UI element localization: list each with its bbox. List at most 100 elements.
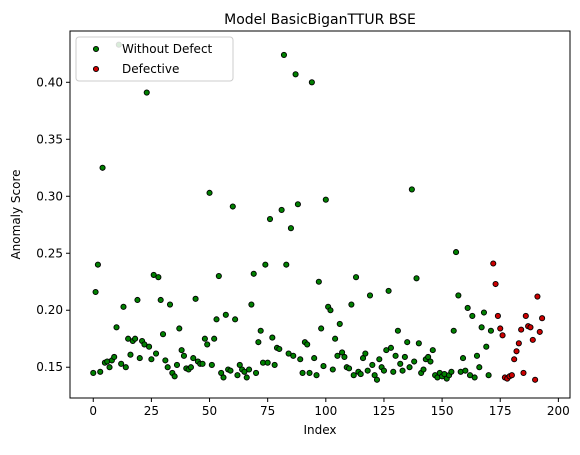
point-without-defect bbox=[159, 331, 167, 338]
point-without-defect bbox=[220, 374, 227, 381]
point-without-defect bbox=[413, 275, 420, 282]
point-without-defect bbox=[90, 369, 97, 376]
point-without-defect bbox=[387, 344, 394, 351]
chart-title: Model BasicBiganTTUR BSE bbox=[224, 12, 416, 28]
point-without-defect bbox=[487, 327, 494, 334]
point-without-defect bbox=[392, 352, 399, 359]
point-without-defect bbox=[271, 361, 278, 368]
point-without-defect bbox=[348, 301, 355, 308]
point-without-defect bbox=[234, 372, 241, 379]
x-tick-label: 75 bbox=[260, 404, 275, 418]
point-without-defect bbox=[364, 367, 371, 374]
point-without-defect bbox=[327, 307, 334, 314]
legend-marker bbox=[92, 45, 100, 53]
point-without-defect bbox=[150, 271, 157, 278]
point-without-defect bbox=[162, 357, 169, 364]
point-without-defect bbox=[313, 372, 320, 379]
point-without-defect bbox=[111, 353, 118, 361]
point-defective bbox=[515, 340, 522, 347]
point-without-defect bbox=[106, 364, 113, 371]
point-without-defect bbox=[385, 287, 392, 294]
point-defective bbox=[513, 348, 520, 355]
point-without-defect bbox=[362, 350, 369, 357]
point-defective bbox=[529, 336, 536, 343]
point-without-defect bbox=[299, 369, 306, 376]
point-without-defect bbox=[152, 350, 160, 357]
point-without-defect bbox=[283, 261, 290, 268]
point-without-defect bbox=[469, 312, 476, 319]
point-defective bbox=[534, 293, 541, 300]
point-without-defect bbox=[318, 325, 325, 332]
point-without-defect bbox=[146, 343, 153, 350]
point-defective bbox=[518, 326, 525, 333]
point-without-defect bbox=[143, 89, 150, 96]
point-without-defect bbox=[376, 356, 383, 363]
point-without-defect bbox=[485, 372, 492, 379]
point-without-defect bbox=[120, 303, 127, 310]
point-without-defect bbox=[336, 320, 343, 327]
point-without-defect bbox=[262, 261, 269, 268]
point-without-defect bbox=[211, 335, 218, 342]
point-without-defect bbox=[278, 206, 285, 213]
x-tick-label: 200 bbox=[547, 404, 570, 418]
x-tick-label: 50 bbox=[202, 404, 217, 418]
point-without-defect bbox=[125, 335, 132, 342]
point-without-defect bbox=[243, 374, 250, 381]
point-without-defect bbox=[448, 368, 455, 375]
point-without-defect bbox=[473, 352, 481, 359]
point-without-defect bbox=[369, 361, 376, 368]
point-defective bbox=[497, 325, 504, 332]
point-without-defect bbox=[466, 372, 474, 379]
point-without-defect bbox=[241, 368, 248, 375]
point-without-defect bbox=[187, 364, 194, 371]
point-without-defect bbox=[350, 372, 357, 379]
point-without-defect bbox=[136, 355, 143, 362]
point-without-defect bbox=[208, 361, 215, 368]
point-without-defect bbox=[287, 225, 294, 232]
point-without-defect bbox=[157, 296, 164, 304]
point-without-defect bbox=[315, 278, 322, 285]
point-without-defect bbox=[320, 363, 327, 370]
y-tick-label: 0.15 bbox=[36, 360, 63, 374]
y-axis-label: Anomaly Score bbox=[9, 169, 23, 259]
point-defective bbox=[499, 332, 506, 339]
point-without-defect bbox=[357, 371, 364, 378]
legend-label: Defective bbox=[122, 62, 179, 76]
point-without-defect bbox=[190, 355, 197, 362]
point-without-defect bbox=[404, 339, 411, 346]
point-without-defect bbox=[232, 316, 239, 323]
y-axis: 0.15 0.20 0.25 0.30 0.35 0.40 bbox=[36, 75, 70, 374]
point-without-defect bbox=[215, 272, 222, 280]
point-without-defect bbox=[171, 373, 178, 380]
point-without-defect bbox=[285, 350, 292, 357]
point-without-defect bbox=[373, 376, 381, 383]
point-without-defect bbox=[471, 374, 478, 381]
legend-label: Without Defect bbox=[122, 42, 213, 56]
point-without-defect bbox=[464, 304, 471, 312]
point-without-defect bbox=[192, 295, 199, 302]
point-without-defect bbox=[252, 369, 260, 376]
x-tick-label: 100 bbox=[314, 404, 337, 418]
y-tick-label: 0.35 bbox=[36, 132, 63, 146]
y-tick-label: 0.25 bbox=[36, 246, 63, 260]
point-without-defect bbox=[352, 274, 360, 281]
point-without-defect bbox=[257, 327, 264, 334]
point-defective bbox=[492, 280, 499, 288]
point-defective bbox=[532, 376, 539, 383]
point-without-defect bbox=[294, 201, 301, 208]
point-without-defect bbox=[480, 309, 488, 316]
point-defective bbox=[527, 324, 534, 331]
point-defective bbox=[508, 372, 515, 379]
point-without-defect bbox=[266, 216, 274, 223]
point-without-defect bbox=[97, 368, 104, 375]
x-tick-label: 150 bbox=[431, 404, 454, 418]
point-without-defect bbox=[478, 324, 485, 331]
point-without-defect bbox=[99, 164, 106, 171]
x-tick-label: 25 bbox=[144, 404, 159, 418]
point-without-defect bbox=[308, 79, 315, 86]
x-tick-label: 125 bbox=[373, 404, 396, 418]
plot-frame bbox=[69, 30, 571, 399]
point-defective bbox=[539, 315, 546, 322]
point-without-defect bbox=[127, 351, 134, 358]
